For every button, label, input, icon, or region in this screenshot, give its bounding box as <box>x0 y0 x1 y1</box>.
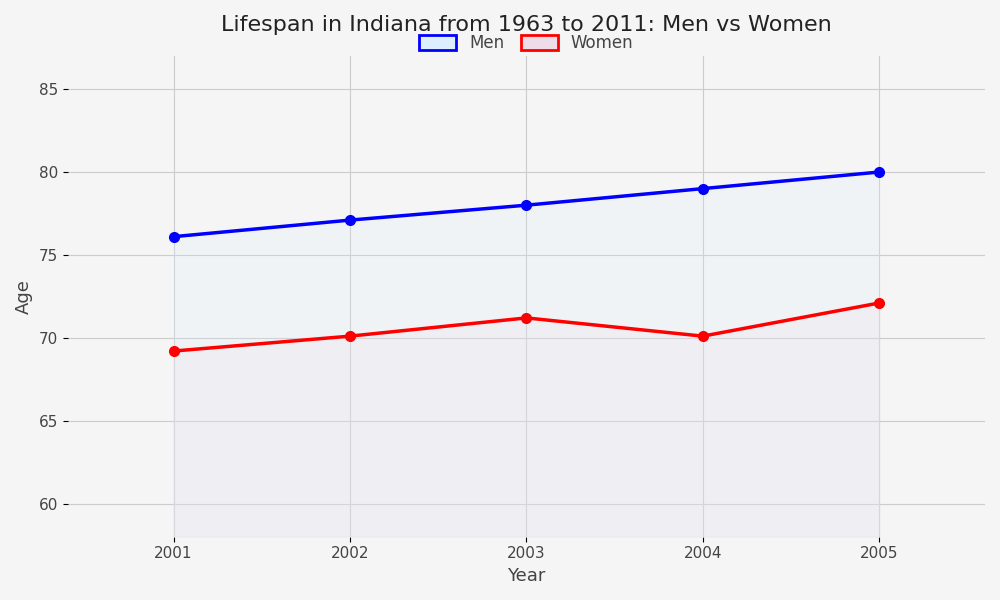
Women <box>344 332 356 340</box>
Women <box>168 347 180 355</box>
Women <box>697 332 709 340</box>
Y-axis label: Age: Age <box>15 279 33 314</box>
Men <box>520 202 532 209</box>
Men <box>873 169 885 176</box>
Line: Women: Women <box>169 298 884 356</box>
Title: Lifespan in Indiana from 1963 to 2011: Men vs Women: Lifespan in Indiana from 1963 to 2011: M… <box>221 15 832 35</box>
Men <box>697 185 709 192</box>
Women <box>873 299 885 307</box>
Men <box>344 217 356 224</box>
Line: Men: Men <box>169 167 884 242</box>
Women <box>520 314 532 322</box>
Legend: Men, Women: Men, Women <box>411 26 642 61</box>
Men <box>168 233 180 240</box>
X-axis label: Year: Year <box>507 567 546 585</box>
